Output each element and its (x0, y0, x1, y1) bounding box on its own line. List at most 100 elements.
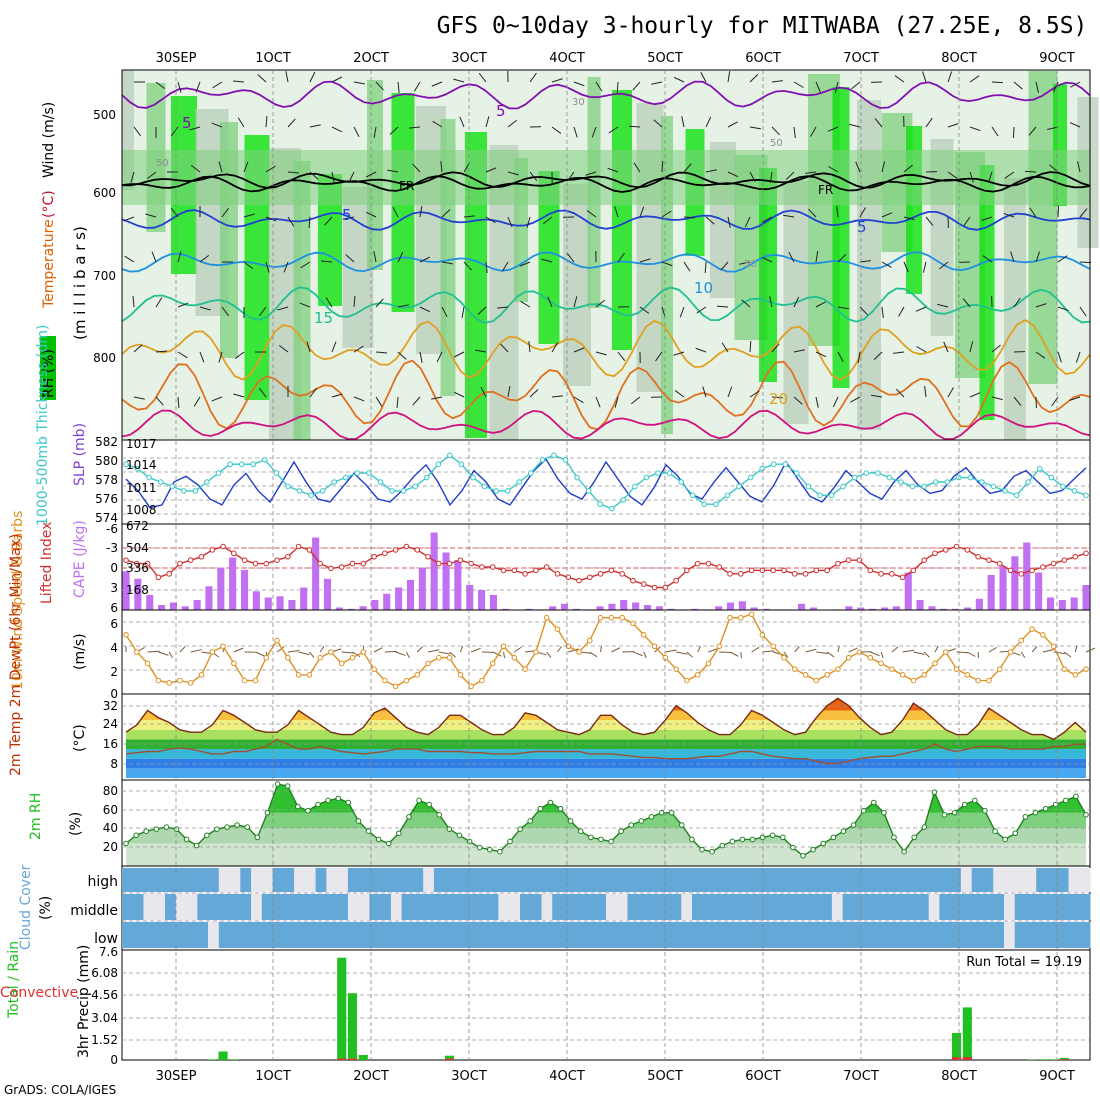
convective-bar (337, 1058, 347, 1060)
cloud-cell-high (358, 868, 370, 892)
lifted-index-point (867, 567, 874, 574)
wind-barb (903, 261, 909, 273)
cloud-cell-middle (928, 894, 940, 920)
wind-barb (409, 126, 421, 129)
rh2m-point (456, 832, 463, 839)
thickness-line-point (828, 492, 835, 499)
thickness-line-point (921, 483, 927, 490)
cape-bar (442, 552, 450, 610)
wind-speed-point (1061, 666, 1068, 672)
wind-barb (1004, 171, 1015, 179)
wind-barb (925, 117, 933, 128)
wind-barbs (123, 70, 1092, 409)
cloud-cell-low (670, 922, 682, 948)
cape-bar (726, 602, 734, 610)
thickness-line-point (886, 474, 893, 481)
date-label-top: 2OCT (353, 51, 389, 66)
cloud-cell-middle (283, 894, 295, 920)
lifted-index-point (425, 553, 431, 560)
cloud-cell-high (767, 868, 779, 892)
cape-bar (643, 605, 651, 610)
cape-bar (904, 572, 912, 610)
convective-bar (445, 1058, 455, 1060)
rh2m-point (426, 801, 432, 808)
rh2m-point (173, 826, 180, 832)
thickness-line-point (516, 479, 523, 485)
cape-bar (359, 606, 367, 611)
rh2m-point (375, 836, 382, 843)
lifted-index-point (673, 577, 679, 584)
cloud-row-label: low (94, 931, 118, 947)
cloud-cell-high (476, 868, 489, 892)
wind-barb (221, 207, 230, 218)
wind-barb (705, 169, 717, 173)
surface-barb (783, 651, 789, 658)
thickness-line-point (759, 465, 765, 472)
wind-barb (1013, 297, 1021, 308)
rh2m-point (689, 836, 695, 843)
lifted-index-point (996, 560, 1003, 567)
wind-barb (343, 216, 355, 220)
surface-barb (1020, 651, 1026, 658)
cloud-cell-high (627, 868, 639, 892)
rh-contour-label: 50 (770, 138, 783, 149)
thickness-line-point (134, 465, 141, 472)
thickness-line-point (493, 488, 499, 494)
cloud-cell-middle (466, 894, 478, 920)
wind-barb (1057, 306, 1069, 312)
wind-barb (551, 342, 559, 353)
rh2m-point (214, 826, 220, 832)
cloud-cell-high (240, 868, 252, 892)
wind-barb (155, 396, 164, 406)
date-label-bottom: 7OCT (843, 1069, 879, 1084)
wind-barb (431, 396, 443, 400)
precip-ticks: 7.6 6.08 4.56 3.04 1.52 0 (91, 945, 118, 1067)
isotherms (121, 80, 1091, 440)
cloud-cell-middle (175, 894, 188, 920)
cloud-cell-middle (380, 894, 392, 920)
wind-barb (683, 261, 691, 272)
lifted-index-point (187, 557, 194, 563)
cloud-cell-middle (1014, 894, 1026, 920)
wind-barb (1079, 261, 1092, 264)
wind-barb (727, 216, 731, 228)
surface-barb (179, 646, 186, 653)
wind-barb (705, 216, 715, 225)
thickness-line-point (840, 483, 846, 490)
rh2m-point (749, 836, 756, 843)
cloud-cell-middle (907, 894, 919, 920)
thickness-line-point (770, 461, 777, 468)
cloud-cell-low (616, 922, 629, 948)
rh2m-point (951, 809, 958, 816)
wind-barb (392, 206, 399, 218)
lifted-index-point (791, 571, 798, 577)
cloud-cell-low (799, 922, 811, 948)
thickness-line-point (863, 470, 870, 476)
cloud-cell-low (315, 922, 327, 948)
wind-speed-point (738, 614, 744, 621)
wind-barb (243, 161, 249, 173)
wind-barb (132, 295, 135, 308)
cape-bar (975, 598, 983, 611)
date-label-bottom: 6OCT (745, 1069, 781, 1084)
wind-barb (981, 216, 993, 221)
rh2m-point (800, 853, 806, 859)
wind-barb (365, 211, 377, 218)
cloud-cell-low (864, 922, 876, 948)
cloud-cell-high (380, 868, 392, 892)
cloud-cell-high (692, 868, 704, 892)
wind-barb (287, 171, 300, 174)
cloud-cell-low (175, 922, 188, 948)
thickness-line-point (204, 479, 210, 485)
cloud-cell-high (724, 868, 736, 892)
wind-barb (851, 81, 861, 90)
cloud-cell-low (885, 922, 897, 948)
wind-speed-point (597, 614, 604, 621)
surface-barb (632, 651, 643, 657)
wind-barb (211, 122, 223, 128)
rh2m-point (992, 828, 998, 835)
cloud-cell-low (541, 922, 553, 948)
cape-bar (809, 607, 817, 610)
wind-barb (595, 396, 601, 408)
thickness-line-point (1071, 488, 1078, 494)
